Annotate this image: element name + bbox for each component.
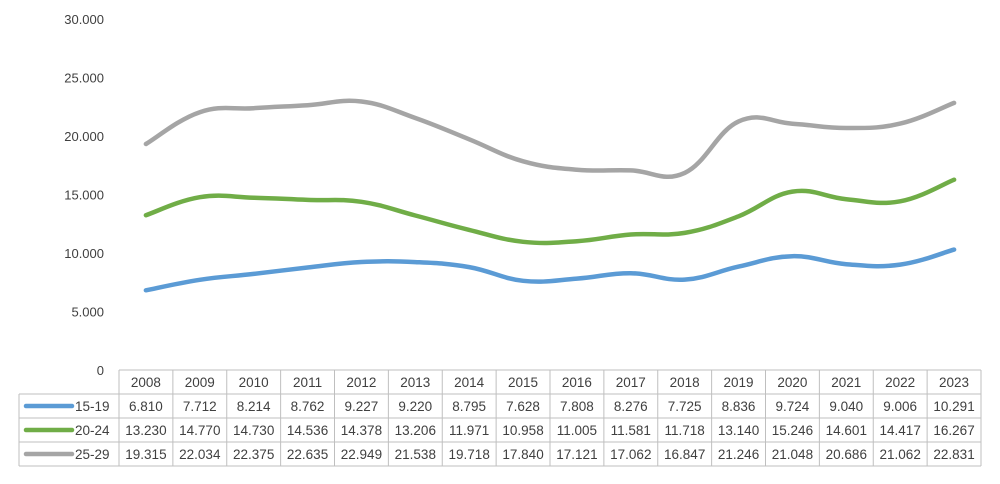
data-table: 2008 2009 2010 2011 2012 2013 2014 2015 2016 2017… xyxy=(18,369,982,467)
x-tick-label: 2017 xyxy=(616,375,646,390)
data-label: 10.958 xyxy=(502,423,543,438)
data-label: 11.581 xyxy=(611,423,651,438)
data-label: 16.847 xyxy=(664,447,705,462)
data-label: 21.246 xyxy=(718,447,759,462)
data-label: 9.040 xyxy=(829,399,863,414)
x-tick-label: 2016 xyxy=(562,375,592,390)
x-tick-label: 2019 xyxy=(724,375,754,390)
y-tick-label: 0 xyxy=(97,363,104,378)
data-label: 17.121 xyxy=(556,447,597,462)
x-tick-label: 2014 xyxy=(454,375,485,390)
data-label: 8.214 xyxy=(237,399,271,414)
data-label: 8.836 xyxy=(722,399,756,414)
data-label: 14.536 xyxy=(287,423,328,438)
data-label: 7.628 xyxy=(506,399,540,414)
data-label: 22.831 xyxy=(933,447,974,462)
x-tick-label: 2020 xyxy=(777,375,807,390)
data-label: 17.840 xyxy=(502,447,543,462)
series-lines xyxy=(143,98,957,293)
data-label: 14.730 xyxy=(233,423,274,438)
data-label: 14.770 xyxy=(179,423,220,438)
legend-label: 20-24 xyxy=(75,423,110,438)
x-tick-label: 2009 xyxy=(185,375,215,390)
y-tick-label: 15.000 xyxy=(64,188,104,203)
data-label: 17.062 xyxy=(610,447,651,462)
y-tick-label: 10.000 xyxy=(64,246,104,261)
data-label: 16.267 xyxy=(933,423,974,438)
data-label: 22.034 xyxy=(179,447,221,462)
data-label: 11.971 xyxy=(449,423,489,438)
data-label: 11.005 xyxy=(557,423,597,438)
series-line-20-24 xyxy=(143,177,957,246)
data-label: 8.795 xyxy=(452,399,486,414)
y-tick-label: 30.000 xyxy=(64,12,104,27)
data-label: 20.686 xyxy=(826,447,867,462)
data-label: 13.230 xyxy=(125,423,166,438)
data-label: 7.712 xyxy=(183,399,217,414)
data-label: 14.417 xyxy=(880,423,921,438)
x-tick-label: 2015 xyxy=(508,375,538,390)
data-label: 13.140 xyxy=(718,423,759,438)
data-label: 22.635 xyxy=(287,447,328,462)
y-tick-label: 25.000 xyxy=(64,71,104,86)
legend-label: 15-19 xyxy=(75,399,110,414)
data-label: 22.949 xyxy=(341,447,382,462)
data-label: 8.762 xyxy=(291,399,325,414)
legend-label: 25-29 xyxy=(75,447,110,462)
series-line-25-29 xyxy=(143,98,957,179)
data-label: 19.718 xyxy=(449,447,490,462)
x-tick-label: 2022 xyxy=(885,375,915,390)
data-label: 14.601 xyxy=(826,423,867,438)
data-label: 21.062 xyxy=(880,447,921,462)
data-label: 19.315 xyxy=(125,447,166,462)
x-tick-label: 2010 xyxy=(239,375,269,390)
x-tick-label: 2008 xyxy=(131,375,161,390)
data-label: 21.048 xyxy=(772,447,813,462)
data-label: 9.220 xyxy=(398,399,432,414)
data-label: 14.378 xyxy=(341,423,382,438)
series-line-15-19 xyxy=(143,247,957,293)
x-tick-label: 2021 xyxy=(831,375,861,390)
data-label: 11.718 xyxy=(665,423,705,438)
data-label: 9.227 xyxy=(345,399,379,414)
x-tick-label: 2011 xyxy=(293,375,322,390)
data-label: 6.810 xyxy=(129,399,163,414)
data-label: 15.246 xyxy=(772,423,813,438)
data-label: 7.725 xyxy=(668,399,702,414)
y-tick-label: 5.000 xyxy=(71,305,104,320)
x-tick-label: 2018 xyxy=(670,375,700,390)
x-tick-label: 2012 xyxy=(346,375,376,390)
x-tick-label: 2013 xyxy=(400,375,430,390)
y-tick-label: 20.000 xyxy=(64,129,104,144)
data-label: 7.808 xyxy=(560,399,594,414)
data-label: 8.276 xyxy=(614,399,648,414)
data-label: 21.538 xyxy=(395,447,436,462)
data-label: 22.375 xyxy=(233,447,274,462)
data-label: 9.006 xyxy=(883,399,917,414)
y-axis: 0 5.000 10.000 15.000 20.000 25.000 30.000 xyxy=(64,12,104,378)
x-tick-label: 2023 xyxy=(939,375,969,390)
data-label: 9.724 xyxy=(776,399,810,414)
data-label: 10.291 xyxy=(933,399,974,414)
data-label: 13.206 xyxy=(395,423,436,438)
